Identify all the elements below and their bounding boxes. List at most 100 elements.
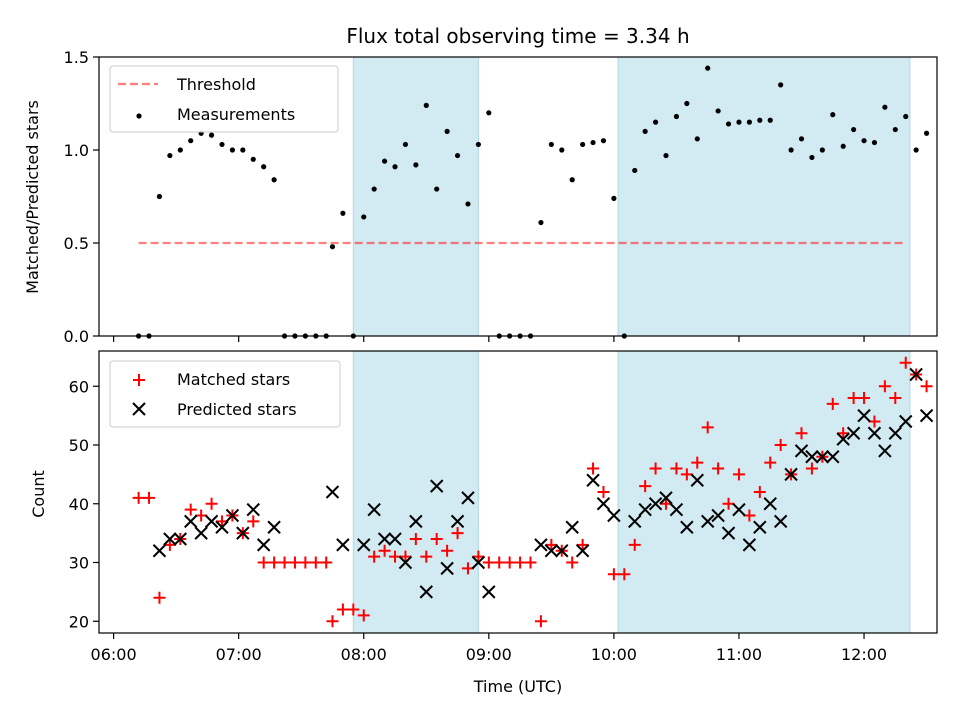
predicted-point-19 — [409, 514, 423, 529]
predicted-point-31 — [575, 544, 590, 558]
matched-point-36 — [503, 556, 516, 569]
matched-point-21 — [347, 603, 360, 616]
predicted-point-1 — [163, 532, 177, 546]
matched-point-65 — [805, 462, 818, 475]
x-tick-label-2: 08:00 — [341, 645, 387, 664]
predicted-point-16 — [377, 532, 392, 546]
matched-point-68 — [837, 427, 850, 440]
matched-point-32 — [461, 562, 474, 575]
predicted-point-56 — [846, 426, 861, 440]
measurement-point-60 — [757, 117, 763, 123]
matched-point-42 — [566, 556, 579, 569]
bottom-legend: Matched stars Predicted stars — [109, 360, 341, 428]
predicted-point-6 — [215, 520, 229, 534]
legend-matched-swatch — [133, 374, 145, 386]
predicted-point-53 — [815, 450, 830, 464]
predicted-point-24 — [461, 491, 475, 505]
measurement-point-52 — [673, 113, 680, 120]
top-y-tick-label-3: 1.5 — [64, 48, 89, 67]
matched-point-64 — [795, 427, 808, 440]
matched-point-61 — [764, 456, 777, 469]
legend-measurements-swatch — [136, 113, 142, 119]
measurement-point-59 — [746, 119, 752, 125]
matched-point-11 — [247, 515, 260, 528]
predicted-point-34 — [607, 508, 621, 523]
measurement-point-2 — [156, 193, 163, 200]
matched-point-39 — [534, 615, 547, 628]
legend-measurements-label: Measurements — [177, 105, 295, 124]
bottom-legend-box — [109, 360, 341, 428]
matched-stars-points — [132, 356, 933, 628]
x-tick-label-5: 11:00 — [716, 645, 762, 664]
bottom-y-axis-label: Count — [29, 470, 48, 518]
matched-point-7 — [205, 497, 218, 510]
matched-point-72 — [878, 380, 891, 393]
matched-point-3 — [163, 538, 176, 551]
measurement-point-27 — [413, 162, 419, 168]
measurement-point-62 — [778, 82, 784, 88]
measurement-point-67 — [830, 112, 836, 118]
top-shaded-interval-0 — [352, 56, 479, 337]
measurement-point-31 — [454, 152, 461, 159]
bottom-axes-frame — [98, 350, 938, 634]
matched-point-8 — [215, 515, 228, 528]
top-legend-box — [109, 65, 339, 133]
matched-point-44 — [587, 462, 600, 475]
measurement-point-72 — [882, 104, 888, 110]
predicted-point-61 — [899, 414, 913, 429]
measurement-point-63 — [788, 147, 794, 153]
top-panel: 0.0 0.5 1.0 1.5 Matched/Predicted stars Thr… — [23, 48, 938, 346]
measurement-point-19 — [329, 244, 336, 250]
measurement-point-8 — [219, 141, 225, 148]
matched-point-59 — [743, 509, 756, 522]
predicted-point-41 — [690, 473, 704, 487]
matched-point-0 — [132, 491, 145, 504]
measurement-point-30 — [444, 128, 450, 134]
matched-point-51 — [660, 497, 673, 510]
measurement-point-4 — [177, 147, 183, 153]
matched-point-30 — [441, 544, 454, 557]
matched-point-19 — [326, 615, 339, 628]
predicted-point-57 — [857, 408, 871, 423]
top-shaded-intervals — [352, 56, 911, 337]
measurement-point-5 — [188, 138, 194, 144]
matched-point-49 — [639, 480, 652, 493]
matched-point-46 — [607, 568, 620, 581]
predicted-point-37 — [648, 497, 663, 511]
measurement-point-42 — [569, 177, 575, 183]
measurement-point-51 — [663, 152, 669, 159]
measurement-point-64 — [798, 136, 805, 142]
legend-predicted-label: Predicted stars — [177, 400, 297, 419]
matched-point-38 — [524, 556, 537, 569]
matched-point-22 — [357, 609, 370, 622]
measurement-point-71 — [871, 139, 878, 146]
measurement-point-53 — [684, 100, 690, 107]
x-tick-label-4: 10:00 — [591, 645, 637, 664]
x-tick-label-1: 07:00 — [216, 645, 262, 664]
predicted-point-4 — [194, 526, 208, 540]
measurement-point-26 — [402, 141, 409, 148]
matched-point-23 — [368, 550, 381, 563]
predicted-point-63 — [919, 408, 934, 423]
measurement-point-3 — [167, 152, 173, 159]
predicted-point-2 — [173, 532, 188, 546]
predicted-point-50 — [784, 467, 798, 482]
matched-point-27 — [409, 533, 422, 545]
predicted-point-27 — [534, 538, 548, 552]
legend-predicted-swatch — [132, 402, 146, 416]
measurement-point-32 — [465, 201, 471, 207]
predicted-point-12 — [325, 485, 340, 499]
matched-point-45 — [597, 486, 610, 498]
matched-point-5 — [184, 503, 197, 516]
top-y-tick-label-1: 0.5 — [64, 234, 89, 253]
measurement-point-58 — [736, 119, 742, 125]
predicted-point-62 — [909, 367, 923, 382]
measurement-point-44 — [590, 139, 596, 146]
matched-point-20 — [336, 603, 349, 616]
matched-point-33 — [472, 550, 485, 563]
matched-point-47 — [618, 568, 631, 581]
predicted-point-58 — [867, 426, 882, 440]
matched-point-62 — [774, 439, 787, 451]
predicted-point-15 — [367, 502, 381, 517]
measurement-point-10 — [240, 147, 246, 153]
